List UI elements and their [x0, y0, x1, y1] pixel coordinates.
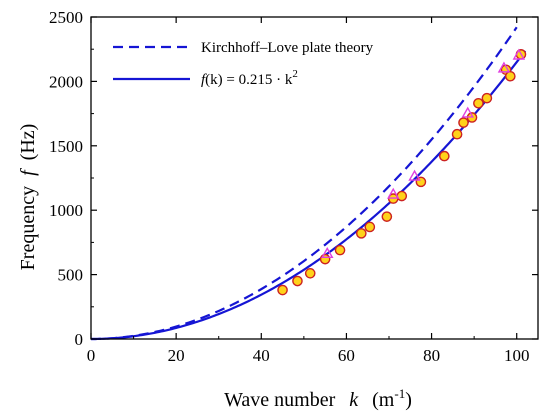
- legend: Kirchhoff–Love plate theory f(k) = 0.215…: [113, 40, 374, 88]
- data-point-circle: [473, 97, 484, 109]
- x-tick-label: 20: [168, 346, 185, 365]
- data-point-circle: [292, 275, 303, 287]
- data-point-circle: [481, 92, 493, 104]
- plot-frame: [90, 16, 539, 340]
- data-point-triangle: [408, 169, 421, 181]
- data-point-triangle: [387, 187, 400, 199]
- data-point-circle: [396, 190, 408, 202]
- data-point-circle: [364, 221, 376, 233]
- data-point-circle: [451, 128, 463, 140]
- y-tick-label: 500: [58, 266, 84, 285]
- data-point-circle: [304, 268, 316, 279]
- kirchhoff-love-curve: [90, 26, 518, 341]
- data-point-triangle: [461, 106, 474, 118]
- data-point-triangle: [512, 48, 526, 60]
- data-point-circle: [356, 228, 367, 239]
- data-point-circle: [415, 176, 427, 188]
- y-tick-label: 1500: [49, 137, 83, 156]
- curve-layer: [90, 26, 527, 341]
- marker-layer: [277, 48, 527, 296]
- y-tick-label: 1000: [49, 201, 83, 220]
- data-point-circle: [505, 70, 516, 82]
- x-tick-label: 40: [253, 346, 270, 365]
- x-tick-label: 60: [338, 346, 355, 365]
- y-axis-title: Frequencyf(Hz): [17, 124, 39, 271]
- x-tick-label: 0: [87, 346, 96, 365]
- data-point-circle: [381, 211, 393, 222]
- y-tick-label: 0: [75, 330, 84, 349]
- data-point-circle: [458, 117, 469, 128]
- data-point-circle: [334, 244, 346, 256]
- data-point-circle: [439, 150, 450, 162]
- fit-curve: [90, 50, 527, 341]
- data-point-triangle: [321, 246, 334, 259]
- data-point-circle: [319, 253, 331, 265]
- y-tick-label: 2500: [49, 8, 83, 27]
- x-tick-label: 80: [423, 346, 440, 365]
- x-tick-label: 100: [504, 346, 530, 365]
- data-point-circle: [277, 284, 288, 296]
- x-axis-title: Wave number k (m-1): [224, 386, 412, 411]
- legend-solid-label: f(k) = 0.215 · k2: [201, 68, 298, 88]
- data-point-triangle: [497, 61, 511, 73]
- legend-dashed-label: Kirchhoff–Love plate theory: [201, 40, 374, 56]
- y-tick-label: 2000: [49, 72, 83, 91]
